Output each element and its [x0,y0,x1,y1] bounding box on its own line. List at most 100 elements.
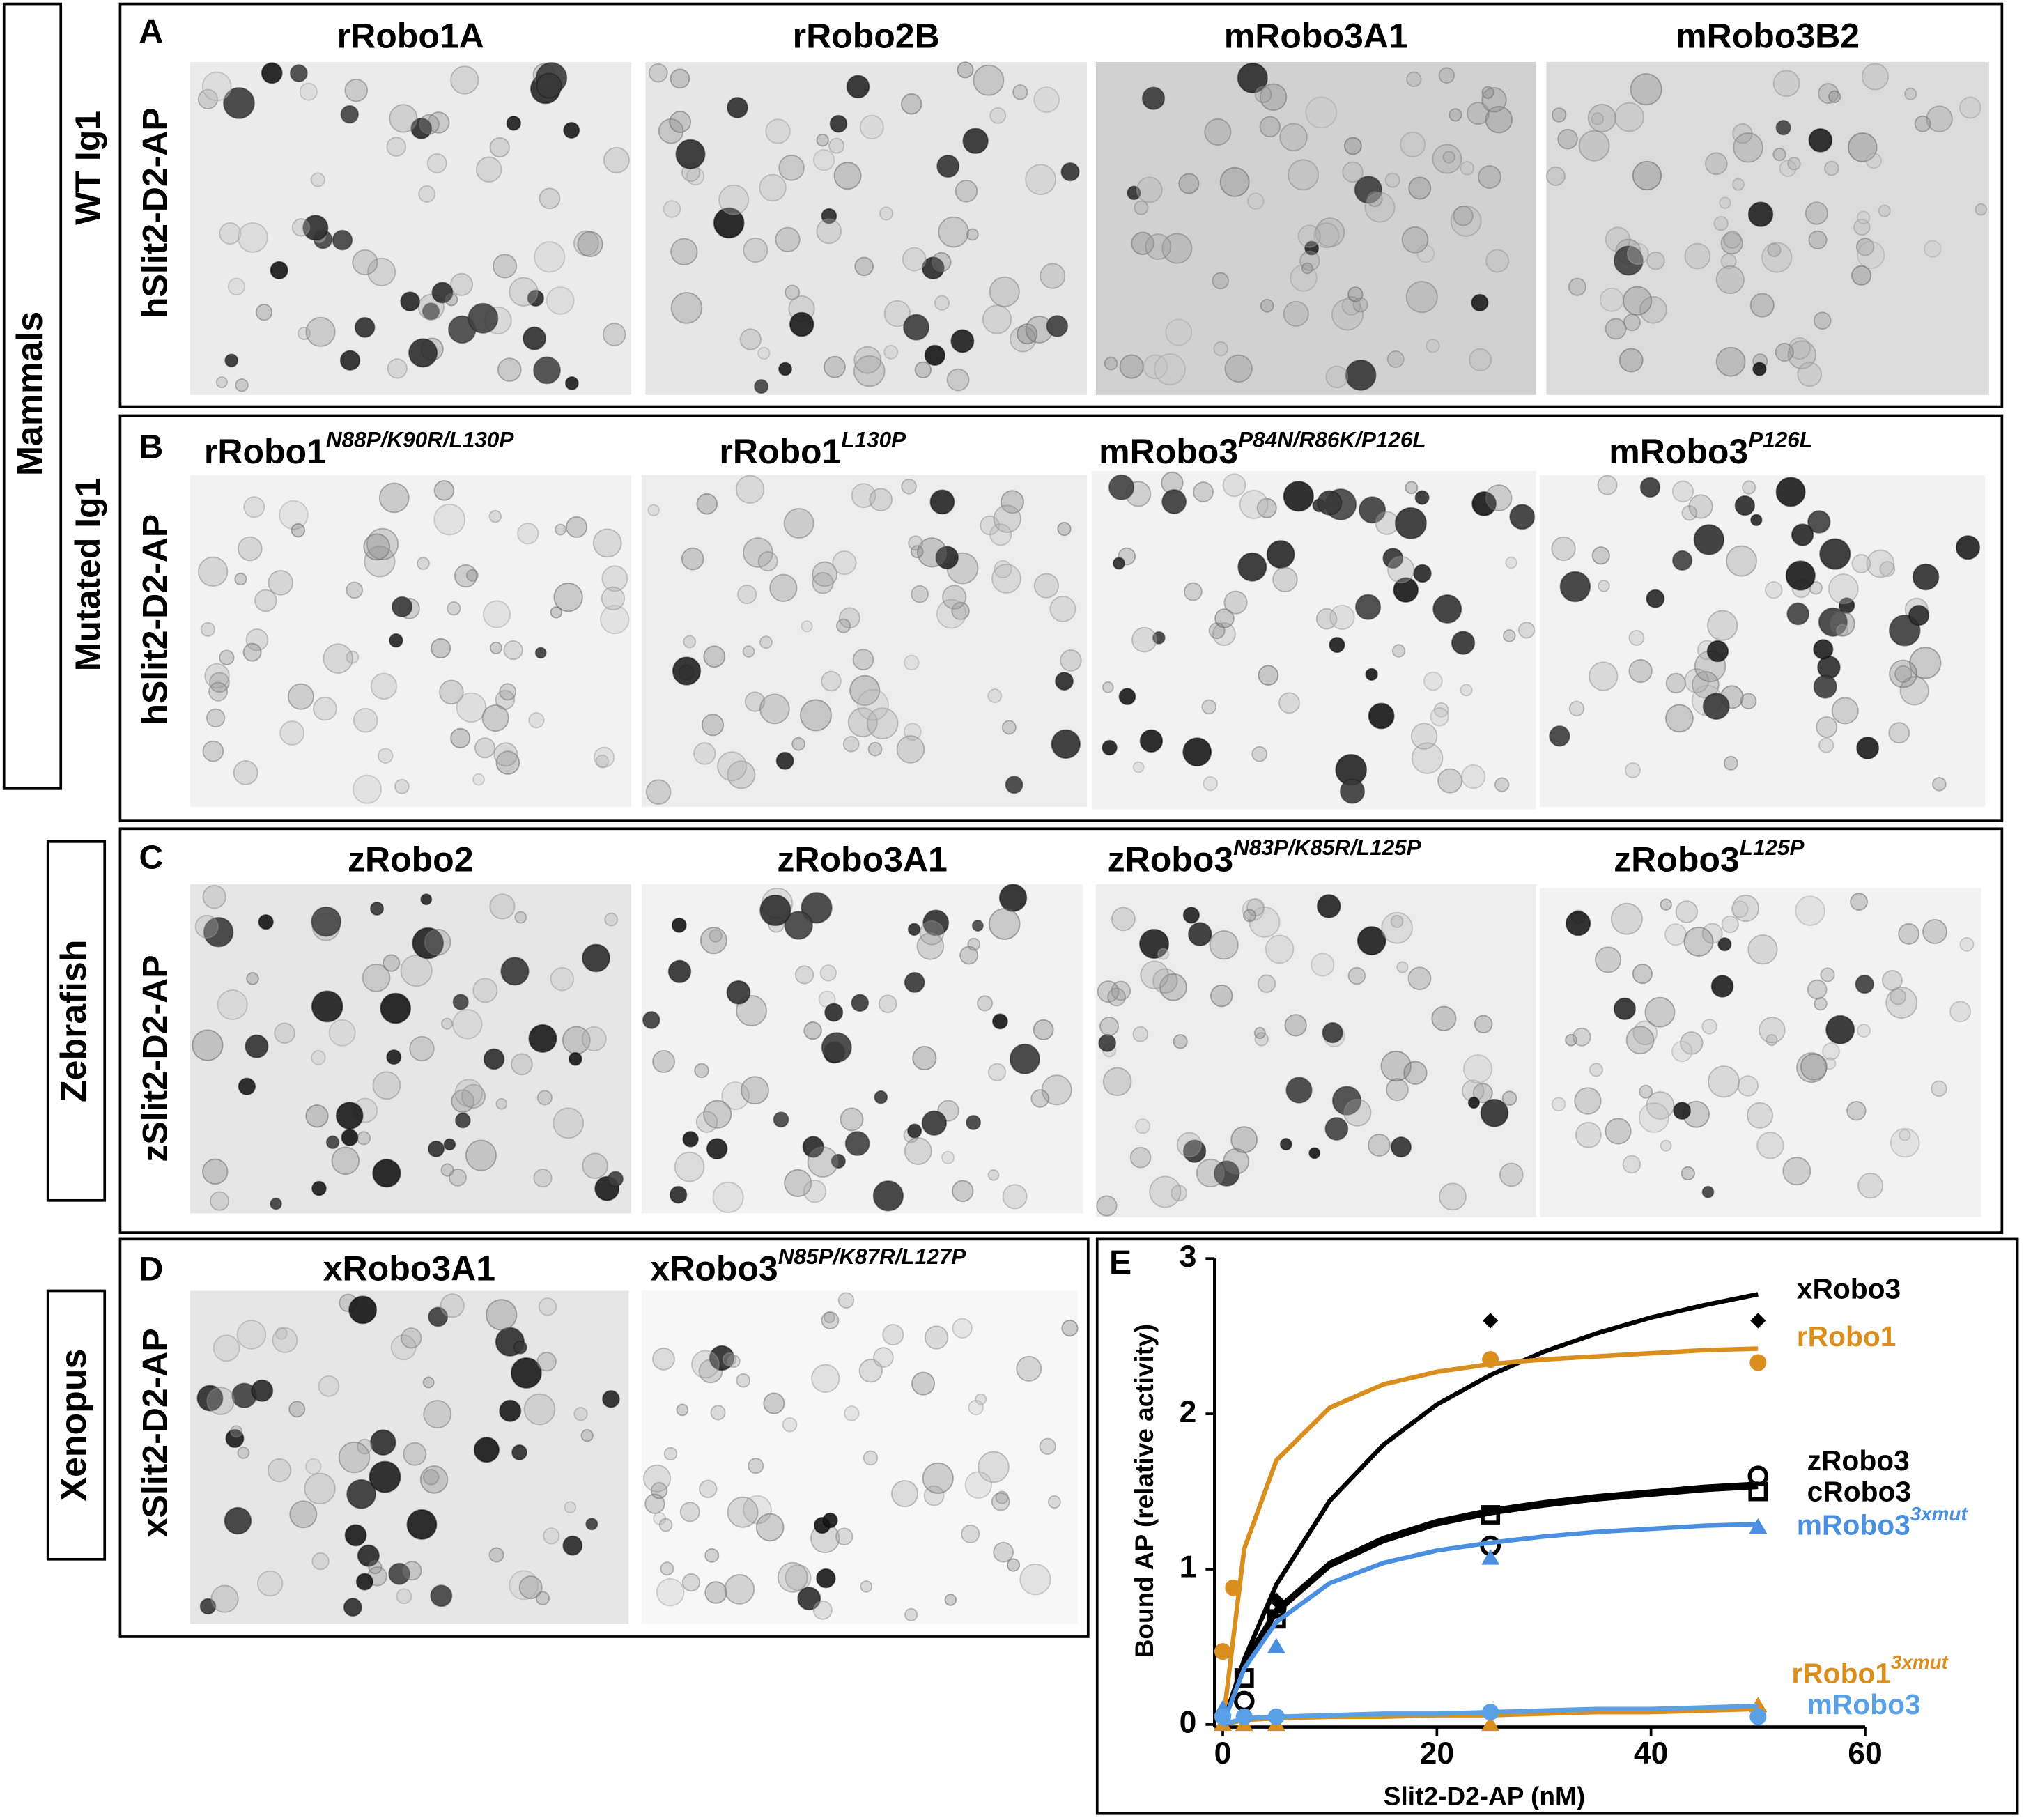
cell [1813,311,1832,330]
cell [391,596,413,617]
cell [717,751,748,782]
cell [917,537,948,568]
cell [727,760,756,789]
cell [1595,946,1622,973]
cell [1272,566,1298,593]
cell [217,989,248,1021]
micrograph [190,1290,629,1624]
group-label: Xenopus [53,1349,93,1502]
cell [256,1570,284,1597]
cell [454,564,478,588]
cell [1030,1089,1050,1108]
cell [1033,573,1060,599]
cell [1664,923,1687,946]
cell [1343,137,1362,155]
cell [1329,604,1355,631]
cell [743,237,768,263]
cell [1710,975,1734,998]
cell [328,1019,356,1047]
cell [475,156,502,183]
cell [777,1561,808,1593]
cell [1060,162,1080,182]
cell [799,699,832,732]
cell [658,118,684,144]
cell [1625,1026,1655,1055]
cell [468,302,499,334]
cell [1481,87,1507,113]
image-title-sup: P84N/R86K/P126L [1238,427,1426,452]
cell [1481,86,1494,99]
image-title-main: mRobo3 [1609,432,1748,471]
legend-sup: 3xmut [1910,1503,1969,1525]
fit-curve [1220,1346,1759,1725]
cell [1775,120,1791,136]
cell [1384,172,1400,188]
cell [1279,123,1308,152]
cell [1477,165,1501,189]
cell [489,893,516,920]
cell [353,707,378,733]
cell [703,645,726,668]
cell [929,489,955,515]
cell [201,71,232,102]
cell [907,923,921,936]
legend-name: mRobo3 [1807,1688,1921,1720]
group-box [2,2,63,790]
cell [1405,481,1419,495]
cell [973,64,1005,96]
cell [1878,204,1891,217]
cell [355,1573,373,1591]
cell [952,1318,973,1339]
cell [642,1011,660,1029]
cell [904,972,925,993]
cell [539,187,561,210]
cell [600,604,630,635]
cell [291,523,306,538]
cell [279,500,309,530]
cell [683,635,697,649]
cell [1908,605,1930,626]
cell [499,1399,522,1422]
cell [660,1561,674,1576]
cell [966,228,979,241]
cell [245,628,269,651]
cell [506,116,522,131]
cell [682,1131,699,1148]
cell [821,1311,840,1329]
cell [1959,936,1975,952]
cell [1278,692,1300,714]
cell [1702,693,1730,720]
cell [1462,1054,1493,1084]
cell [441,1017,454,1030]
cell [465,1139,497,1171]
row-label: WT Ig1 [68,111,107,225]
cell [1715,346,1746,377]
panel-letter: E [1109,1244,1131,1281]
cell [235,378,249,392]
cell [1187,922,1212,947]
cell [245,1034,269,1058]
cell [727,1355,741,1368]
cell [370,672,398,700]
group-box [46,1289,107,1561]
cell [869,488,893,511]
cell [1851,265,1872,286]
cell [534,647,547,659]
panel-box [1095,1237,2019,1815]
cell [859,114,884,139]
cell [936,155,960,178]
image-title: rRobo1N88P/K90R/L130P [204,427,515,471]
cell [510,1357,542,1389]
cell [528,1024,557,1053]
cell [227,277,246,295]
cell [832,550,857,576]
cell [1057,522,1072,537]
cell [289,1500,318,1529]
cell [536,72,562,99]
cell [1549,725,1570,747]
cell [550,606,563,619]
cell [206,708,226,728]
cell [656,1578,685,1607]
micrograph [190,475,632,807]
cell [354,317,376,338]
